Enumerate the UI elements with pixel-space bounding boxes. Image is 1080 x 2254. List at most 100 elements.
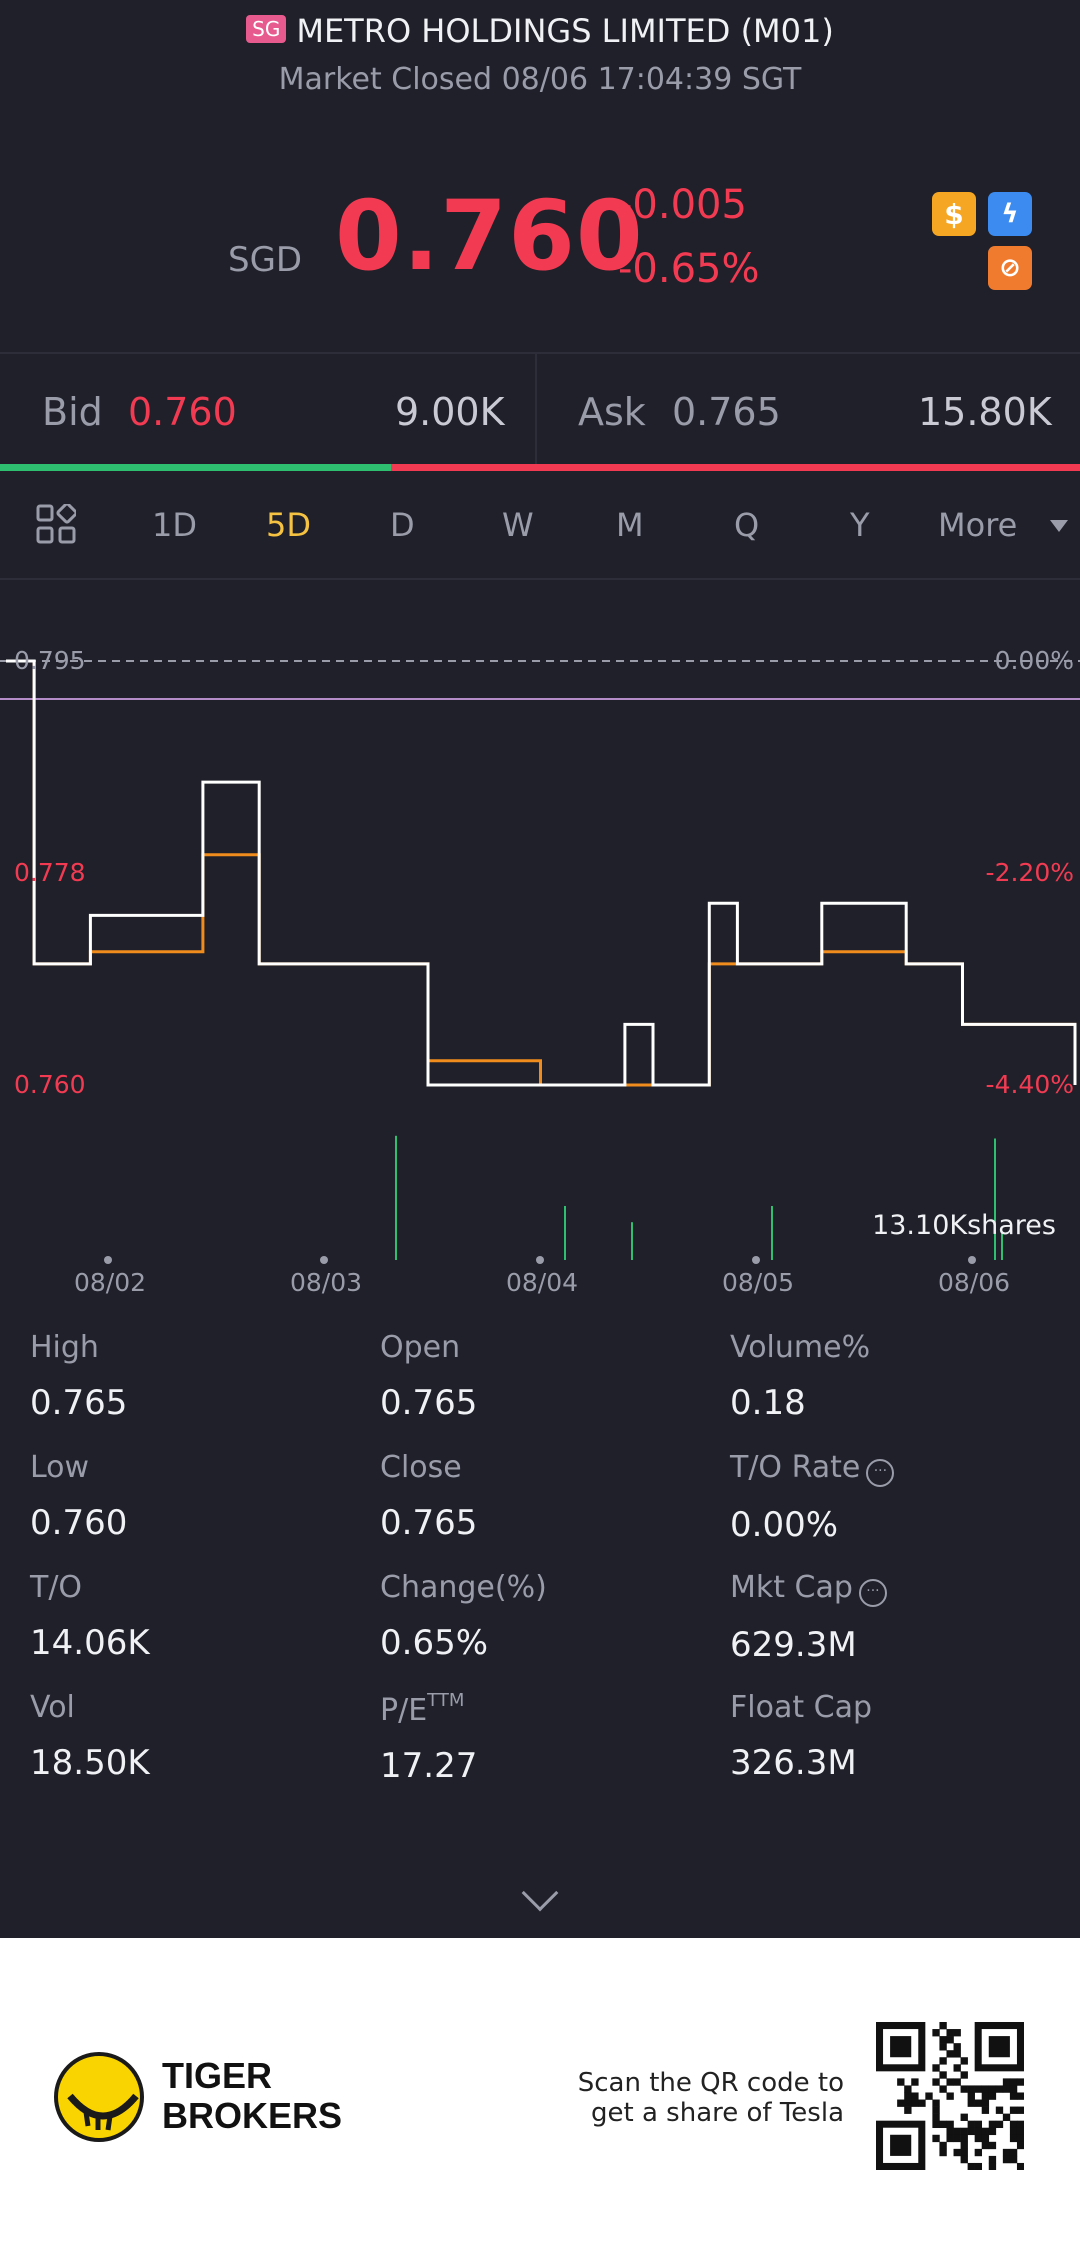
qr-module [1009,2085,1018,2093]
qr-module [939,2022,947,2030]
more-info-icon[interactable]: ··· [866,1459,895,1487]
tab-q[interactable]: Q [734,506,760,544]
qr-module [939,2148,947,2157]
stat-to-rate: T/O Rate ··· 0.00% [730,1450,1060,1545]
stat-vol: Vol 18.50K [30,1690,360,1783]
qr-module [981,2092,990,2100]
qr-module [1009,2120,1018,2129]
qr-module [953,2064,961,2072]
stat-label: T/O Rate ··· [730,1450,1060,1487]
grid-icon[interactable] [36,504,76,544]
qr-module [988,2092,997,2100]
period-tabs: 1D 5D D W M Q Y More [0,472,1080,578]
lightning-icon[interactable]: ϟ [988,192,1032,236]
qr-module [1009,2148,1018,2157]
qr-module [974,2120,983,2129]
stat-value: 0.760 [30,1503,128,1543]
qr-module [960,2155,968,2164]
qr-finder [890,2134,912,2156]
qr-module [904,2106,912,2114]
qr-module [1009,2092,1018,2100]
qr-module [953,2050,961,2058]
qr-module [946,2036,954,2044]
y-tick-right: 0.00% [994,646,1074,675]
price-chart[interactable]: 0.795 0.778 0.760 0.00% -2.20% -4.40% 13… [0,580,1080,1300]
bid-ask-panel[interactable]: Bid 0.760 9.00K Ask 0.765 15.80K [0,354,1080,464]
qr-module [1009,2078,1018,2086]
qr-module [932,2099,940,2107]
stock-title: SG METRO HOLDINGS LIMITED (M01) [0,12,1080,50]
bid-price: 0.760 [128,390,237,434]
qr-module [932,2120,940,2129]
tab-more[interactable]: More [938,506,1018,544]
stat-pe: P/ETTM 17.27 [380,1690,710,1786]
qr-module [1016,2106,1024,2114]
chevron-down-icon[interactable] [1050,520,1068,532]
stat-label: Low [30,1450,90,1485]
stat-value: 18.50K [30,1743,150,1783]
qr-module [1016,2141,1024,2150]
qr-module [939,2043,947,2051]
qr-module [981,2106,990,2114]
qr-module [946,2134,954,2143]
qr-module [1002,2113,1011,2121]
qr-module [953,2029,961,2037]
more-info-icon[interactable]: ··· [858,1579,887,1607]
x-tick: 08/06 [938,1268,1011,1297]
qr-module [953,2134,961,2143]
qr-module [967,2092,975,2100]
ask-volume: 15.80K [918,390,1052,434]
qr-module [932,2134,940,2143]
lock-icon[interactable]: ⊘ [988,246,1032,290]
qr-finder [988,2036,1010,2058]
y-tick-left: 0.778 [14,858,86,887]
brand-line: TIGER [162,2055,273,2096]
qr-module [967,2120,975,2129]
bid-volume: 9.00K [395,390,505,434]
x-tick: 08/03 [290,1268,363,1297]
stat-value: 0.18 [730,1383,806,1423]
y-tick-right: -2.20% [985,858,1074,887]
tab-5d[interactable]: 5D [266,506,311,544]
x-axis-dot [752,1256,760,1264]
brand-line: BROKERS [162,2095,343,2136]
average-price-line [6,659,1077,1087]
x-axis-dots [104,1256,976,1264]
stat-label: Float Cap [730,1690,873,1725]
qr-module [1016,2127,1024,2136]
stat-high: High 0.765 [30,1330,360,1423]
qr-module [960,2057,968,2065]
qr-module [960,2127,968,2136]
qr-module [897,2078,905,2086]
x-axis-dot [968,1256,976,1264]
y-tick-right: -4.40% [985,1070,1074,1099]
tab-d[interactable]: D [390,506,415,544]
expand-chevron-icon[interactable] [521,1874,559,1912]
qr-module [988,2120,997,2129]
stat-low: Low 0.760 [30,1450,360,1543]
qr-module [911,2099,919,2107]
qr-module [995,2120,1004,2129]
tab-w[interactable]: W [502,506,534,544]
tab-m[interactable]: M [616,506,644,544]
qr-module [925,2092,933,2100]
dollar-icon[interactable]: $ [932,192,976,236]
qr-module [988,2127,997,2136]
qr-module [911,2092,919,2100]
qr-module [1002,2085,1011,2093]
stat-label-text: Mkt Cap [730,1570,853,1605]
qr-module [974,2099,983,2107]
stat-value: 0.65% [380,1623,489,1663]
qr-module [1009,2134,1018,2143]
qr-module [974,2162,983,2170]
stat-change-pct: Change(%) 0.65% [380,1570,710,1663]
stat-value: 0.765 [30,1383,128,1423]
qr-module [1009,2155,1018,2164]
volume-bars [395,1135,1003,1260]
tab-1d[interactable]: 1D [152,506,197,544]
tab-y[interactable]: Y [850,506,870,544]
y-tick-left: 0.795 [14,646,86,675]
qr-module [960,2113,968,2121]
qr-module [918,2099,926,2107]
qr-code[interactable] [876,2022,1024,2170]
